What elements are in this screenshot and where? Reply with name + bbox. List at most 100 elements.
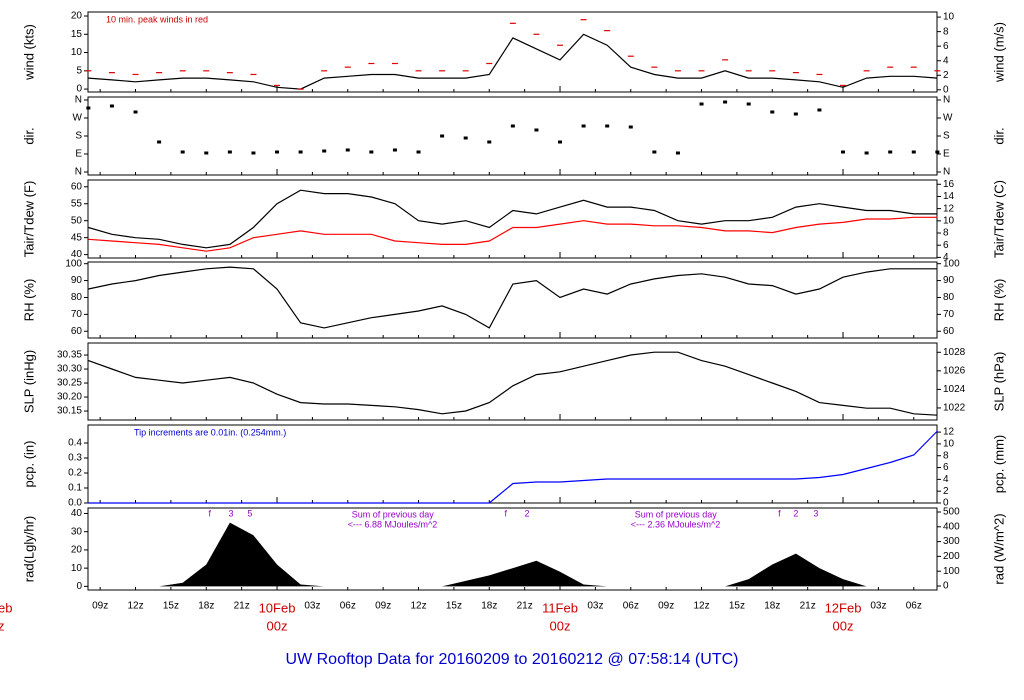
data-point — [275, 150, 280, 154]
y-tick-label: 60 — [71, 181, 83, 192]
radiation-marker: 3 — [229, 508, 234, 518]
data-point — [746, 102, 751, 106]
data-point — [180, 150, 185, 154]
x-tick-label: 12z — [410, 601, 426, 612]
x-tick-label: 12z — [127, 601, 143, 612]
y2-tick-label: 10 — [943, 215, 955, 226]
y2-axis-title: rad (W/m^2) — [991, 513, 1006, 584]
data-point — [298, 150, 303, 154]
data-line — [88, 266, 938, 329]
x-day-hour-label: 00z — [550, 618, 571, 633]
y2-tick-label: 16 — [943, 179, 955, 190]
y2-tick-label: 12 — [943, 203, 955, 214]
chart-title: UW Rooftop Data for 20160209 to 20160212… — [286, 651, 739, 668]
radiation-marker: 3 — [813, 508, 818, 518]
x-day-label: 12Feb — [825, 600, 862, 615]
data-point — [605, 124, 610, 128]
y-tick-label: 5 — [76, 65, 82, 76]
y2-tick-label: 500 — [943, 507, 960, 518]
y-tick-label: 0.1 — [68, 483, 82, 494]
y2-tick-label: 14 — [943, 191, 955, 202]
data-line — [88, 216, 938, 252]
data-point — [416, 150, 421, 154]
panel-frame — [87, 342, 938, 421]
y2-tick-label: 10 — [943, 12, 955, 23]
x-tick-label: 15z — [446, 601, 462, 612]
x-tick-label: 06z — [906, 601, 922, 612]
data-line — [88, 189, 938, 249]
data-point — [628, 125, 633, 129]
y-tick-label: 80 — [71, 292, 83, 303]
y2-tick-label: 80 — [943, 292, 955, 303]
y2-tick-label: 0 — [943, 84, 949, 95]
y2-axis-title: dir. — [991, 127, 1006, 144]
data-point — [558, 140, 563, 144]
y2-tick-label: S — [943, 131, 950, 142]
data-point — [392, 148, 397, 152]
y2-axis-title: SLP (hPa) — [991, 352, 1006, 412]
y2-tick-label: 10 — [943, 439, 955, 450]
data-point — [675, 151, 680, 155]
x-tick-label: 21z — [517, 601, 533, 612]
data-point — [109, 104, 114, 108]
y-tick-label: 30 — [71, 526, 83, 537]
y2-tick-label: N — [943, 95, 950, 106]
radiation-marker: f — [505, 508, 508, 518]
y-tick-label: 55 — [71, 198, 83, 209]
y-tick-label: 0 — [76, 84, 82, 95]
data-point — [345, 148, 350, 152]
x-tick-label: 06z — [340, 601, 356, 612]
radiation-marker: 2 — [793, 508, 798, 518]
y2-axis-title: RH (%) — [991, 279, 1006, 322]
radiation-note: Sum of previous day — [352, 509, 435, 519]
x-tick-label: 21z — [800, 601, 816, 612]
data-point — [935, 150, 940, 154]
panel-frame — [87, 507, 938, 591]
y-tick-label: 30.25 — [57, 378, 82, 389]
y-tick-label: 10 — [71, 47, 83, 58]
data-point — [534, 128, 539, 132]
y2-tick-label: 6 — [943, 240, 949, 251]
y-axis-title: Tair/Tdew (F) — [21, 181, 36, 258]
y-tick-label: 0 — [76, 581, 82, 592]
y2-tick-label: 0 — [943, 581, 949, 592]
data-point — [699, 102, 704, 106]
y2-axis-title: Tair/Tdew (C) — [991, 180, 1006, 258]
y2-tick-label: 6 — [943, 462, 949, 473]
y-axis-title: RH (%) — [21, 279, 36, 322]
y2-tick-label: 100 — [943, 566, 960, 577]
data-point — [888, 150, 893, 154]
y-axis-title: pcp. (in) — [21, 441, 36, 488]
data-point — [911, 150, 916, 154]
panel-note: Tip increments are 0.01in. (0.254mm.) — [134, 427, 286, 437]
radiation-marker: 5 — [247, 508, 252, 518]
panel-frame — [87, 179, 938, 259]
y-tick-label: 60 — [71, 326, 83, 337]
y2-tick-label: W — [943, 113, 953, 124]
x-tick-label: 09z — [658, 601, 674, 612]
y2-tick-label: 1028 — [943, 347, 966, 358]
y2-axis-title: pcp. (mm) — [991, 435, 1006, 494]
y-tick-label: 40 — [71, 249, 83, 260]
y-tick-label: 0.3 — [68, 453, 82, 464]
y2-tick-label: 2 — [943, 486, 949, 497]
y-tick-label: N — [75, 95, 82, 106]
y2-tick-label: 4 — [943, 55, 949, 66]
data-point — [133, 110, 138, 114]
data-line — [88, 33, 938, 90]
data-line — [88, 430, 938, 504]
panel-frame — [87, 96, 938, 176]
y2-tick-label: 4 — [943, 252, 949, 263]
y-tick-label: 30.15 — [57, 406, 82, 417]
y2-tick-label: 4 — [943, 474, 949, 485]
panel-frame — [87, 11, 938, 93]
data-point — [864, 151, 869, 155]
y2-tick-label: 90 — [943, 275, 955, 286]
x-tick-label: 15z — [163, 601, 179, 612]
panel-frame — [87, 261, 938, 339]
radiation-marker: f — [778, 508, 781, 518]
y-tick-label: W — [73, 113, 83, 124]
x-tick-label: 18z — [764, 601, 780, 612]
data-point — [251, 151, 256, 155]
